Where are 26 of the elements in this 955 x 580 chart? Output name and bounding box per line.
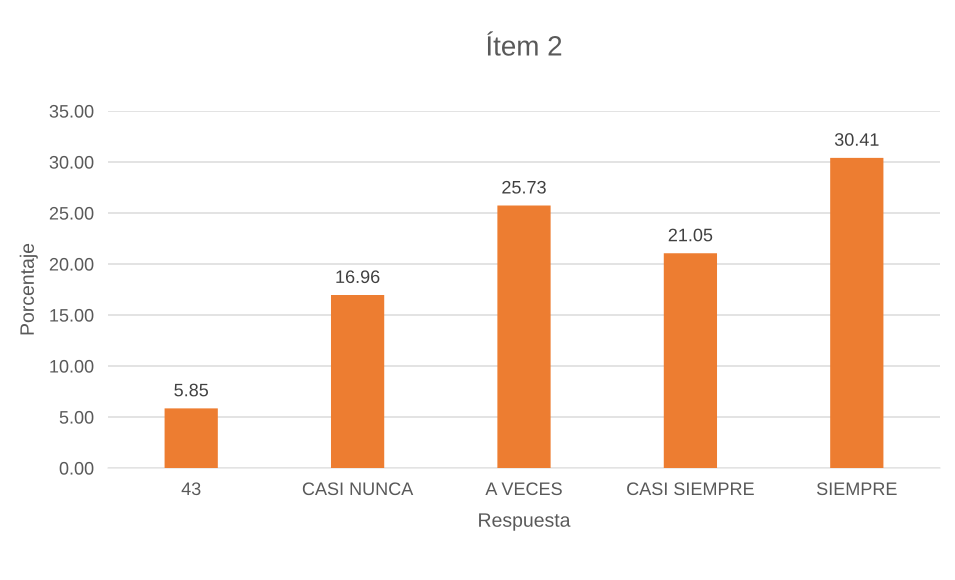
y-tick-label: 35.00 <box>50 104 94 118</box>
y-tick-label: 15.00 <box>50 308 94 322</box>
x-tick-label: 43 <box>182 482 200 496</box>
bar <box>830 158 884 468</box>
x-axis-title: Respuesta <box>479 513 570 531</box>
y-axis-title: Porcentaje <box>20 244 38 334</box>
x-tick-label: CASI SIEMPRE <box>627 482 754 496</box>
bar <box>164 408 218 468</box>
data-label: 25.73 <box>502 180 546 194</box>
y-tick-label: 5.00 <box>60 410 94 424</box>
y-tick-label: 10.00 <box>50 360 94 373</box>
chart-title: Ítem 2 <box>487 31 562 56</box>
data-label: 30.41 <box>834 133 879 146</box>
bar <box>664 253 718 468</box>
bar <box>330 295 384 468</box>
data-label: 21.05 <box>668 228 712 242</box>
y-tick-label: 0.00 <box>60 462 94 475</box>
x-tick-label: SIEMPRE <box>816 482 897 496</box>
x-tick-label: A VECES <box>485 482 562 496</box>
bar <box>497 206 551 468</box>
data-label: 16.96 <box>336 270 380 284</box>
data-label: 5.85 <box>174 384 208 396</box>
y-tick-label: 20.00 <box>50 258 94 271</box>
y-tick-label: 30.00 <box>50 156 94 169</box>
y-tick-label: 25.00 <box>50 206 94 220</box>
x-tick-label: CASI NUNCA <box>302 482 414 496</box>
